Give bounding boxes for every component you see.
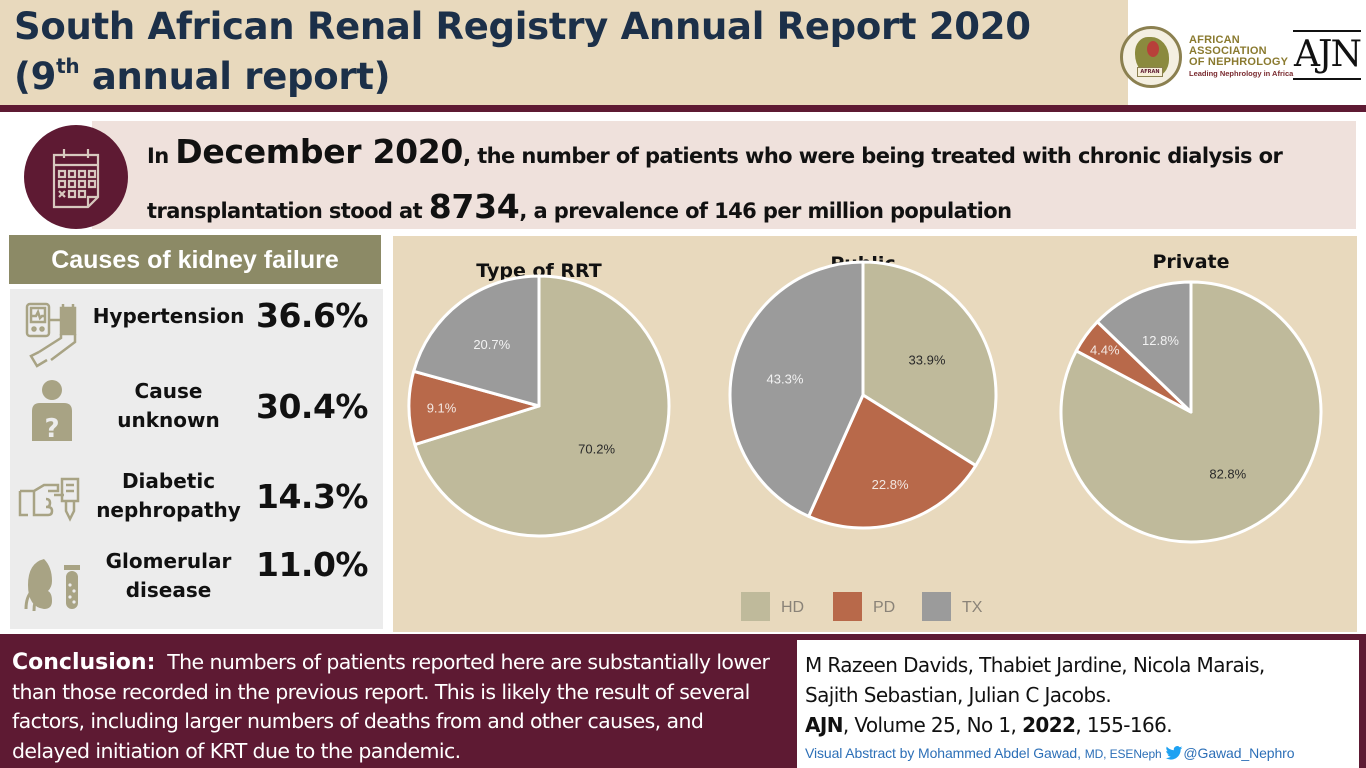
cause-item: ? Cause unknown 30.4% [10,373,383,453]
afran-line: AFRICAN [1189,34,1240,46]
title-superscript: th [56,54,80,78]
pie-slice-hd [1059,280,1323,544]
slice-label: 33.9% [909,353,946,368]
rrt-pie-charts: Type of RRT70.2%9.1%20.7%Public33.9%22.8… [407,251,1323,621]
slice-label: 4.4% [1090,342,1120,357]
legend-swatch-tx [922,592,951,621]
pie-slice-tx [412,274,541,408]
credit-author: Visual Abstract by Mohammed Abdel Gawad, [805,745,1085,761]
pie-chart-public: Public33.9%22.8%43.3% [728,253,998,530]
afran-logo-text: AFRICAN ASSOCIATION OF NEPHROLOGY Leadin… [1189,34,1294,79]
twitter-handle[interactable]: @Gawad_Nephro [1183,745,1295,761]
pie-slice-hd [413,274,671,538]
causes-title: Causes of kidney failure [9,235,381,284]
pie-slice-pd [807,393,978,530]
person-question-icon: ? [18,377,86,447]
summary-line-2: transplantation stood at 8734, a prevale… [147,182,1347,236]
afran-logo-icon: AFRAN [1120,26,1182,88]
page-title: South African Renal Registry Annual Repo… [14,2,1031,102]
title-line-2: (9th annual report) [14,52,1031,102]
conclusion-text: The numbers of patients reported here ar… [12,650,776,763]
title-line-1: South African Renal Registry Annual Repo… [14,5,1031,48]
chart-legend: HD PD TX [741,592,983,621]
legend-swatch-pd [833,592,862,621]
patient-count: 8734 [428,187,520,226]
title-part: annual report) [79,55,391,98]
conclusion: Conclusion: The numbers of patients repo… [0,640,793,768]
slice-label: 22.8% [872,477,909,492]
summary-prefix: In [147,144,176,168]
credit-degrees: MD, ESENeph [1084,747,1162,761]
slice-label: 43.3% [767,371,804,386]
footer-divider [0,634,1366,640]
citation-journal: AJN [805,713,843,737]
chart-title: Private [1153,251,1230,273]
afran-badge: AFRAN [1137,67,1163,77]
slice-label: 70.2% [578,441,615,456]
calendar-icon [24,125,128,229]
legend-label: PD [873,599,895,616]
title-part: (9 [14,55,57,98]
summary-line-1: In December 2020, the number of patients… [147,126,1347,182]
afran-line: ASSOCIATION [1189,45,1267,57]
pie-slice-tx [1095,280,1193,414]
cause-item: Hypertension 36.6% [10,292,383,372]
cause-label-text: Cause unknown [117,379,220,432]
summary-text: In December 2020, the number of patients… [147,126,1347,236]
slice-label: 20.7% [473,337,510,352]
citation: M Razeen Davids, Thabiet Jardine, Nicola… [793,640,1366,768]
summary-date: December 2020 [175,132,464,171]
slice-label: 9.1% [427,401,457,416]
pie-chart-private: Private 82.8% 4.4% 12.8% [1059,251,1323,544]
cause-label: Diabetic nephropathy [96,469,241,522]
pie-slice-tx [728,260,865,518]
legend-swatch-hd [741,592,770,621]
cause-value: 30.4% [256,387,369,426]
cause-value: 14.3% [256,477,369,516]
citation-pages: , 155-166. [1075,713,1172,737]
legend-label: HD [781,599,804,616]
visual-abstract-credit: Visual Abstract by Mohammed Abdel Gawad,… [805,742,1351,765]
conclusion-label: Conclusion: [12,650,156,675]
twitter-icon [1166,746,1183,760]
cause-value: 11.0% [256,545,369,584]
citation-reference: AJN, Volume 25, No 1, 2022, 155-166. [805,710,1351,740]
slice-label: 12.8% [1142,333,1179,348]
ajn-logo: AJN [1293,30,1362,80]
cause-label: Glomerular disease [105,549,232,602]
cause-label: Cause unknown [92,377,245,435]
summary-text-part: transplantation stood at [147,199,429,223]
cause-item: Glomerular disease 11.0% [10,545,383,625]
summary-banner [92,121,1356,229]
cause-item: Diabetic nephropathy 14.3% [10,465,383,545]
header: South African Renal Registry Annual Repo… [0,0,1128,105]
citation-authors-2: Sajith Sebastian, Julian C Jacobs. [805,683,1112,707]
citation-volume: , Volume 25, No 1, [842,713,1023,737]
cause-value: 36.6% [256,296,369,335]
header-divider [0,105,1366,112]
afran-line: OF NEPHROLOGY [1189,56,1289,68]
cause-label: Hypertension [92,304,245,328]
kidney-icon [1147,41,1159,57]
citation-authors-1: M Razeen Davids, Thabiet Jardine, Nicola… [805,653,1265,677]
summary-text-part: , a prevalence of 146 per million popula… [519,199,1012,223]
chart-title: Type of RRT [476,260,602,282]
summary-text-part: , the number of patients who were being … [463,144,1283,168]
glucose-test-icon [18,469,86,539]
afran-tagline: Leading Nephrology in Africa [1189,69,1294,78]
citation-year: 2022 [1022,713,1076,737]
right-border [1357,229,1366,634]
blood-pressure-monitor-icon [18,298,86,368]
slice-label: 82.8% [1209,466,1246,481]
pie-chart-type-of-rrt: Type of RRT 70.2% 9.1% 20.7% [407,260,671,538]
svg-text:?: ? [44,414,59,444]
legend-label: TX [962,599,983,616]
kidney-test-tube-icon [18,551,86,621]
